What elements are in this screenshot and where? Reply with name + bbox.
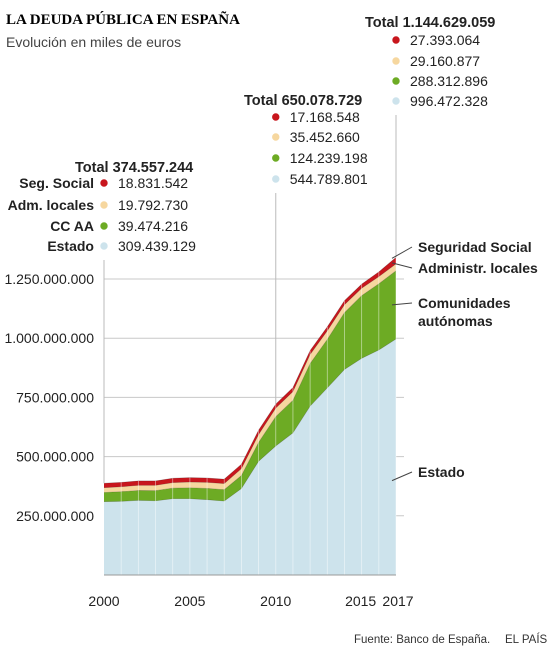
annotation-row-value: 309.439.129: [118, 238, 196, 254]
y-tick-label: 1.000.000.000: [4, 330, 94, 346]
annotation-row-name: CC AA: [50, 218, 94, 234]
source-note: Fuente: Banco de España.: [354, 634, 490, 646]
series-label-leader: [391, 302, 413, 306]
annotation-row-value: 35.452.660: [290, 129, 360, 145]
annotation-dot: [391, 56, 401, 66]
band-edge: [103, 257, 397, 484]
x-tick-label: 2015: [345, 593, 376, 609]
chart-title: LA DEUDA PÚBLICA EN ESPAÑA: [6, 10, 240, 28]
area-comunidades-aut-nomas: [104, 270, 396, 502]
x-axis: 2000 2005 2010 2015 2017: [88, 574, 414, 609]
series-label-leader: [391, 262, 413, 269]
annotation-dot: [99, 200, 109, 210]
y-tick-label: 250.000.000: [16, 508, 94, 524]
chart-subtitle: Evolución en miles de euros: [6, 34, 181, 50]
annotation-row-value: 29.160.877: [410, 53, 480, 69]
y-axis: 250.000.000 500.000.000 750.000.000 1.000.0…: [4, 271, 94, 524]
annotation-dot: [391, 96, 401, 106]
annotation-row-value: 544.789.801: [290, 171, 368, 187]
band-edge: [103, 338, 397, 503]
area-estado: [104, 339, 396, 575]
annotation-total: Total 374.557.244: [75, 160, 193, 176]
annotation-dot: [271, 112, 281, 122]
annotation-dot: [391, 76, 401, 86]
annotation-dot: [391, 35, 401, 45]
x-tick-label: 2010: [260, 593, 291, 609]
annotation-row-value: 17.168.548: [290, 109, 360, 125]
annotation-dot: [271, 153, 281, 163]
series-label: Seguridad Social: [418, 239, 532, 255]
annotation-row-value: 124.239.198: [290, 150, 368, 166]
series-label: Estado: [418, 464, 465, 480]
band-edge: [103, 270, 397, 493]
annotation-row-value: 27.393.064: [410, 32, 480, 48]
annotation-total: Total 1.144.629.059: [365, 15, 495, 31]
annotation-dot: [99, 241, 109, 251]
area-administr-locales: [104, 263, 396, 493]
annotation-row-name: Seg. Social: [19, 175, 94, 191]
series-label: Administr. locales: [418, 260, 538, 276]
annotation-total: Total 650.078.729: [244, 93, 362, 109]
annotation-row-value: 288.312.896: [410, 73, 488, 89]
x-tick-label: 2000: [88, 593, 119, 609]
annotation-dot: [271, 132, 281, 142]
band-edge: [103, 263, 397, 488]
annotation-row-value: 996.472.328: [410, 93, 488, 109]
y-tick-label: 500.000.000: [16, 449, 94, 465]
y-tick-label: 750.000.000: [16, 389, 94, 405]
annotation-dot: [99, 221, 109, 231]
series-label-leader: [391, 471, 413, 482]
brand-label: EL PAÍS: [505, 633, 548, 646]
annotation-dot: [99, 178, 109, 188]
annotation-row-name: Adm. locales: [8, 197, 95, 213]
series-labels: Seguridad Social Administr. locales Comuni…: [391, 239, 538, 482]
x-tick-label: 2017: [382, 593, 413, 609]
series-label: autónomas: [418, 313, 493, 329]
series-label-leader: [391, 246, 413, 259]
x-tick-label: 2005: [174, 593, 205, 609]
annotation-row-value: 18.831.542: [118, 175, 188, 191]
annotation-row-value: 19.792.730: [118, 197, 188, 213]
annotation-row-value: 39.474.216: [118, 218, 188, 234]
stacked-areas: [103, 257, 397, 575]
annotation-dot: [271, 174, 281, 184]
y-tick-label: 1.250.000.000: [4, 271, 94, 287]
series-label: Comunidades: [418, 295, 511, 311]
annotation-row-name: Estado: [47, 238, 94, 254]
